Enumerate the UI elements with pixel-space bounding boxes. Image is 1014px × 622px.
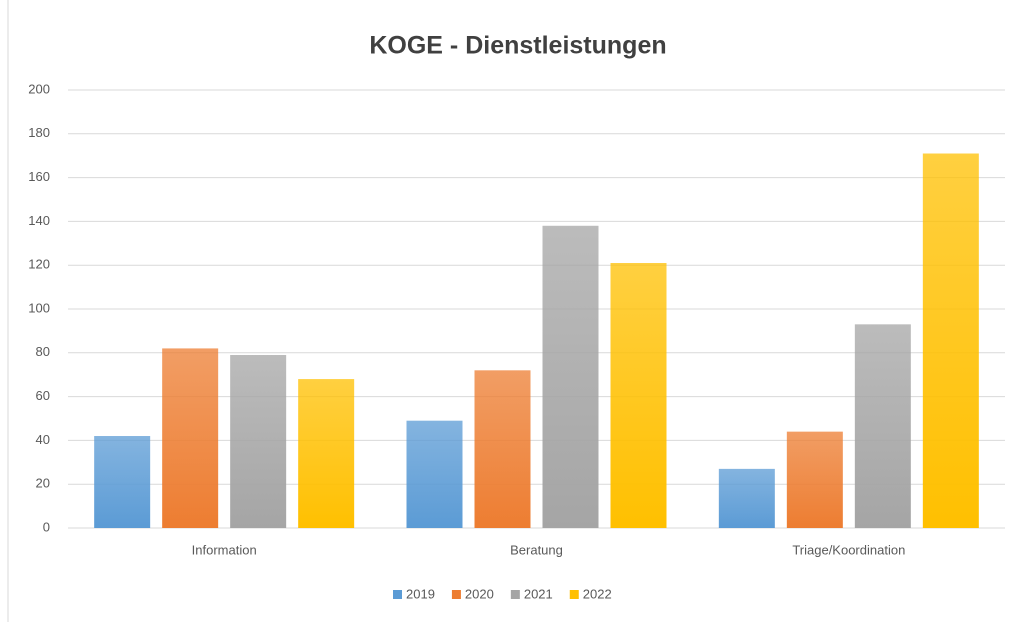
y-tick-label: 0 xyxy=(43,519,50,534)
y-tick-label: 180 xyxy=(28,125,50,140)
legend-swatch xyxy=(510,590,520,599)
y-tick-label: 20 xyxy=(36,476,50,491)
bar xyxy=(610,263,667,528)
bar xyxy=(718,468,775,528)
bar xyxy=(230,354,287,528)
bar xyxy=(786,431,843,528)
legend-label: 2019 xyxy=(406,586,435,601)
y-tick-label: 100 xyxy=(28,300,50,315)
y-tick-label: 160 xyxy=(28,169,50,184)
y-tick-label: 60 xyxy=(36,388,50,403)
x-tick-label: Triage/Koordination xyxy=(792,542,905,557)
bar xyxy=(406,420,463,528)
x-tick-label: Information xyxy=(192,542,257,557)
legend-label: 2021 xyxy=(524,586,553,601)
y-tick-label: 200 xyxy=(28,81,50,96)
bar xyxy=(542,225,599,528)
bar xyxy=(474,370,531,528)
y-tick-label: 80 xyxy=(36,344,50,359)
bar xyxy=(922,153,979,528)
legend-label: 2020 xyxy=(465,586,494,601)
legend-swatch xyxy=(451,590,461,599)
y-tick-label: 40 xyxy=(36,432,50,447)
bar xyxy=(94,436,151,528)
chart-title: KOGE - Dienstleistungen xyxy=(369,32,666,60)
bar xyxy=(854,324,911,528)
legend-swatch xyxy=(393,590,402,599)
x-tick-label: Beratung xyxy=(510,542,563,557)
bar xyxy=(298,379,355,528)
y-tick-label: 120 xyxy=(28,257,50,272)
legend-swatch xyxy=(569,590,579,599)
legend-label: 2022 xyxy=(583,586,612,601)
y-tick-label: 140 xyxy=(28,213,50,228)
bar xyxy=(162,348,219,528)
